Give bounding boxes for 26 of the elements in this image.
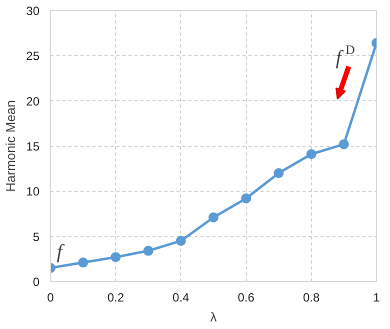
y-tick-label: 5 bbox=[32, 230, 40, 244]
point bbox=[306, 149, 316, 160]
point bbox=[274, 168, 284, 178]
x-tick-label: 1 bbox=[373, 290, 380, 304]
x-tick-label: 0.4 bbox=[172, 290, 190, 304]
y-tick-label: 0 bbox=[32, 275, 40, 289]
y-tick-label: 25 bbox=[26, 49, 40, 64]
x-tick-label: 0.8 bbox=[302, 290, 320, 304]
x-tick-label: 0.6 bbox=[238, 290, 255, 304]
x-tick-label: 0 bbox=[47, 290, 54, 304]
point bbox=[176, 236, 186, 246]
annotation: f bbox=[56, 240, 65, 263]
point bbox=[78, 258, 88, 268]
y-tick-label: 20 bbox=[26, 94, 40, 108]
y-axis-title: Harmonic Mean bbox=[3, 100, 18, 192]
point bbox=[110, 252, 121, 262]
point bbox=[338, 139, 349, 150]
annotation: fD bbox=[336, 42, 355, 70]
point bbox=[241, 193, 252, 204]
x-tick-label: 0.2 bbox=[107, 290, 124, 304]
point bbox=[143, 246, 154, 256]
y-tick-label: 10 bbox=[26, 184, 40, 199]
y-tick-label: 15 bbox=[26, 140, 40, 154]
y-tick-label: 30 bbox=[26, 4, 40, 18]
point bbox=[208, 212, 218, 222]
x-axis-title: λ bbox=[210, 310, 218, 324]
